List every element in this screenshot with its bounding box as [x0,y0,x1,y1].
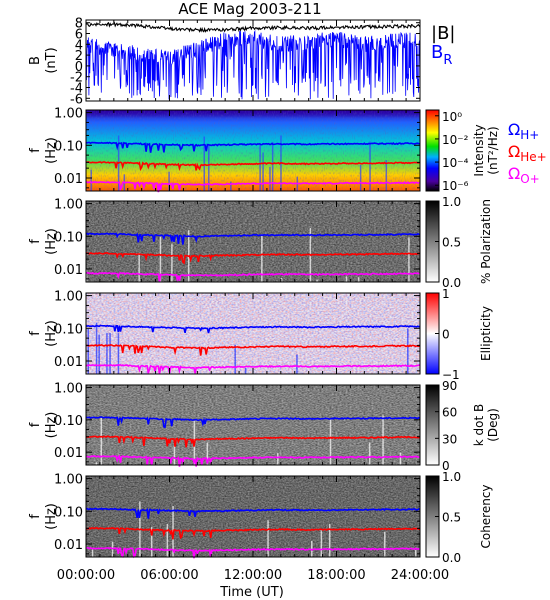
colorbar-tick-label: 90 [442,379,457,393]
x-axis-tick-labels: 00:00:00 06:00:00 12:00:00 18:00:00 24:00:00 [57,568,449,583]
y-tick-label: 2 [75,49,83,64]
y-tick-label: 0.01 [54,263,83,278]
colorbar-tick-label: 0.5 [442,236,461,250]
colorbar-tick-label: 0 [442,459,450,473]
colorbar-label: % Polarization [479,199,493,284]
y-tick-label: 0.01 [54,446,83,461]
series-b-r [85,29,421,100]
line-omega-o [85,454,421,467]
line-omega-o [85,363,421,375]
y-tick-label: -4 [70,82,83,97]
colorbar-tick-label: 10⁻⁶ [442,179,469,193]
y-tick-label: 4 [75,38,83,53]
line-omega-he [85,435,421,448]
y-tick-label: -6 [70,92,83,107]
colorbar-tick-label: 10⁻² [442,133,469,147]
panel-intensity: 1.00 0.10 0.01 f(Hz) 10⁰ 10⁻² 10⁻⁴ 10⁻⁶Intensit… [28,107,500,194]
x-axis-label: Time (UT) [219,585,284,600]
y-tick-label: 0 [75,60,83,75]
x-tick-label: 06:00:00 [140,568,198,583]
line-omega-o [85,271,421,283]
colorbar-tick-label: 10⁻⁴ [442,156,469,170]
panel-coherency: 1.00 0.10 0.01 f(Hz) 1.0 0.5 0.0 Coherency [28,470,493,565]
panel-ellipticity: 1.00 0.10 0.01 f(Hz) 1 0 −1 Ellipticity [28,287,493,382]
line-omega-he [85,344,421,356]
line-omega-he [85,161,421,172]
y-tick-label: 1.00 [54,382,83,397]
colorbar-tick-label: −1 [442,368,460,382]
colorbar-tick-label: 1.0 [442,470,461,484]
colorbar-tick-label: 0.5 [442,511,461,525]
coherency-texture [86,476,420,557]
y-tick-label: -2 [70,71,83,86]
x-tick-label: 12:00:00 [224,568,282,583]
y-tick-label: 1.00 [54,198,83,213]
y-axis-label: B(nT) [28,47,59,73]
line-omega-o [85,180,421,193]
y-tick-label: 0.10 [54,414,83,429]
legend-b-total: |B| [431,23,455,44]
line-omega-he [85,526,421,540]
colorbar [425,384,440,466]
line-omega-o [85,546,421,559]
line-omega-h [85,232,421,245]
colorbar-tick-label: 0 [442,328,450,342]
line-omega-he [85,251,421,265]
colorbar-tick-label: 60 [442,406,457,420]
y-tick-label: 8 [75,17,83,32]
colorbar-tick-label: 1.0 [442,195,461,209]
colorbar [425,109,440,192]
x-tick-label: 24:00:00 [391,568,449,583]
polarization-texture [86,201,420,282]
colorbar-label: Coherency [479,484,493,548]
y-axis-label: f(Hz) [28,137,59,164]
panel-k-dot-b: 1.00 0.10 0.01 f(Hz) 90 60 30 0 k dot B(Deg) [28,379,500,473]
y-tick-label: 1.00 [54,107,83,122]
colorbar-tick-label: 30 [442,432,457,446]
intensity-texture [86,110,420,191]
colorbar-tick-label: 0.0 [442,551,461,565]
y-tick-label: 0.01 [54,172,83,187]
y-axis-label: f(Hz) [28,228,59,255]
colorbar-label: Ellipticity [479,306,493,361]
series-b-total [85,21,421,33]
panel-polarization: 1.00 0.10 0.01 f(Hz) 1.0 0.5 0.0 % Polarization [28,195,493,290]
colorbar-tick-label: 0.0 [442,276,461,290]
y-tick-label: 6 [75,28,83,43]
x-tick-label: 00:00:00 [57,568,115,583]
line-omega-h [85,416,421,429]
x-tick-label: 18:00:00 [307,568,365,583]
y-tick-label: 0.10 [54,505,83,520]
kdotb-texture [86,385,420,465]
chart-title: ACE Mag 2003-211 [178,0,321,18]
line-omega-h [85,141,421,153]
ellipticity-texture-blue [86,293,420,374]
y-axis-label: f(Hz) [28,503,59,530]
colorbar-tick-label: 1 [442,287,450,301]
y-tick-label: 0.10 [54,139,83,154]
y-tick-label: 1.00 [54,290,83,305]
y-tick-label: 1.00 [54,473,83,488]
y-tick-label: 0.01 [54,538,83,553]
colorbar-label: k dot B(Deg) [472,404,500,446]
legend-ion-gyrofrequencies: ΩH+ ΩHe+ ΩO+ [508,120,547,186]
y-axis-label: f(Hz) [28,320,59,347]
legend-b-r: BR [431,42,452,68]
line-omega-h [85,324,421,334]
y-tick-label: 0.10 [54,322,83,337]
legend-omega-o: ΩO+ [508,164,540,186]
y-tick-label: 0.10 [54,230,83,245]
legend-omega-h: ΩH+ [508,120,539,142]
legend-magnetic-field: |B| BR [431,23,455,68]
y-axis-label: f(Hz) [28,412,59,439]
colorbar-label: Intensity(nT²/Hz) [472,124,500,176]
line-omega-h [85,507,420,519]
y-tick-label: 0.01 [54,355,83,370]
legend-omega-he: ΩHe+ [508,142,547,164]
colorbar-tick-label: 10⁰ [442,110,462,124]
